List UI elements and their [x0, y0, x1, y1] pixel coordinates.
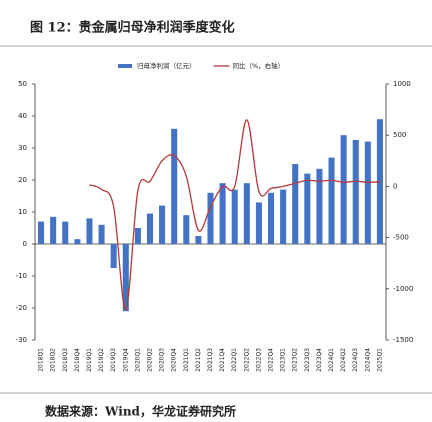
y-tick-label: 50: [18, 80, 27, 88]
y-tick-label: 40: [18, 112, 27, 120]
x-tick-label: 2025Q1: [376, 348, 383, 372]
x-tick-label: 2020Q4: [171, 348, 178, 372]
y2-tick-label: 0: [393, 182, 397, 190]
bar: [86, 218, 93, 244]
x-tick-label: 2022Q3: [255, 348, 262, 372]
x-tick-label: 2024Q4: [364, 348, 371, 372]
bar: [74, 239, 81, 244]
x-tick-label: 2023Q3: [304, 348, 311, 372]
bar: [364, 141, 371, 244]
x-tick-label: 2018Q1: [38, 348, 45, 372]
bar: [328, 157, 335, 244]
legend-label: 同比（%，右轴）: [233, 61, 285, 70]
x-tick-label: 2022Q2: [243, 348, 250, 372]
bar: [134, 228, 141, 244]
x-tick-label: 2018Q3: [62, 348, 69, 372]
bar: [50, 216, 57, 244]
y2-tick-label: 1000: [393, 80, 411, 88]
bar: [340, 135, 347, 244]
bar: [122, 244, 129, 312]
x-tick-label: 2023Q4: [316, 348, 323, 372]
bar: [195, 236, 202, 244]
bar: [207, 192, 214, 244]
x-tick-label: 2021Q1: [183, 348, 190, 372]
x-tick-label: 2022Q1: [231, 348, 238, 372]
x-tick-label: 2018Q2: [50, 348, 57, 372]
bar: [267, 192, 275, 244]
bar: [183, 215, 190, 244]
y-tick-label: -30: [16, 336, 27, 344]
bar: [243, 183, 250, 244]
bar: [98, 224, 105, 244]
x-tick-label: 2021Q3: [207, 348, 214, 372]
bar: [62, 221, 69, 244]
x-tick-label: 2019Q4: [122, 348, 129, 372]
bar: [352, 140, 359, 244]
x-tick-label: 2019Q1: [86, 348, 93, 372]
x-tick-label: 2020Q3: [159, 348, 166, 372]
bar: [159, 205, 166, 244]
bar: [376, 119, 383, 244]
y2-tick-label: -1500: [393, 336, 413, 344]
x-tick-label: 2019Q2: [98, 348, 105, 372]
x-tick-label: 2020Q2: [146, 348, 153, 372]
bar: [292, 164, 299, 244]
bar: [171, 128, 178, 244]
bar: [316, 168, 323, 244]
legend-label: 归母净利润（亿元）: [137, 61, 196, 70]
y-tick-label: -20: [16, 304, 27, 312]
y-tick-label: 0: [23, 240, 27, 248]
bar: [280, 189, 287, 244]
y-tick-label: 10: [18, 208, 27, 216]
x-tick-label: 2023Q2: [292, 348, 299, 372]
bar: [231, 189, 238, 244]
x-tick-label: 2021Q4: [219, 348, 226, 372]
x-tick-label: 2024Q3: [352, 348, 359, 372]
y2-tick-label: -1000: [393, 285, 413, 293]
line: [89, 119, 380, 310]
y2-tick-label: 500: [393, 131, 406, 139]
y-tick-label: 20: [18, 176, 27, 184]
bar: [146, 213, 154, 244]
bar: [110, 244, 117, 268]
y2-tick-label: -500: [393, 234, 409, 242]
y-tick-label: -10: [16, 272, 27, 280]
x-tick-label: 2022Q4: [268, 348, 275, 372]
x-tick-label: 2019Q3: [110, 348, 117, 372]
x-tick-label: 2020Q1: [134, 348, 141, 372]
x-tick-label: 2018Q4: [74, 348, 81, 372]
x-tick-label: 2024Q2: [340, 348, 347, 372]
bar: [304, 173, 311, 244]
bar: [38, 221, 45, 244]
x-tick-label: 2024Q1: [328, 348, 335, 372]
bar: [255, 202, 262, 244]
bar: [219, 183, 226, 244]
y-tick-label: 30: [18, 144, 27, 152]
legend-swatch: [118, 64, 132, 68]
x-tick-label: 2023Q1: [280, 348, 287, 372]
x-tick-label: 2021Q2: [195, 348, 202, 372]
source: 数据来源：Wind，华龙证券研究所: [45, 404, 236, 419]
chart-title: 图 12：贵金属归母净利润季度变化: [30, 20, 235, 36]
